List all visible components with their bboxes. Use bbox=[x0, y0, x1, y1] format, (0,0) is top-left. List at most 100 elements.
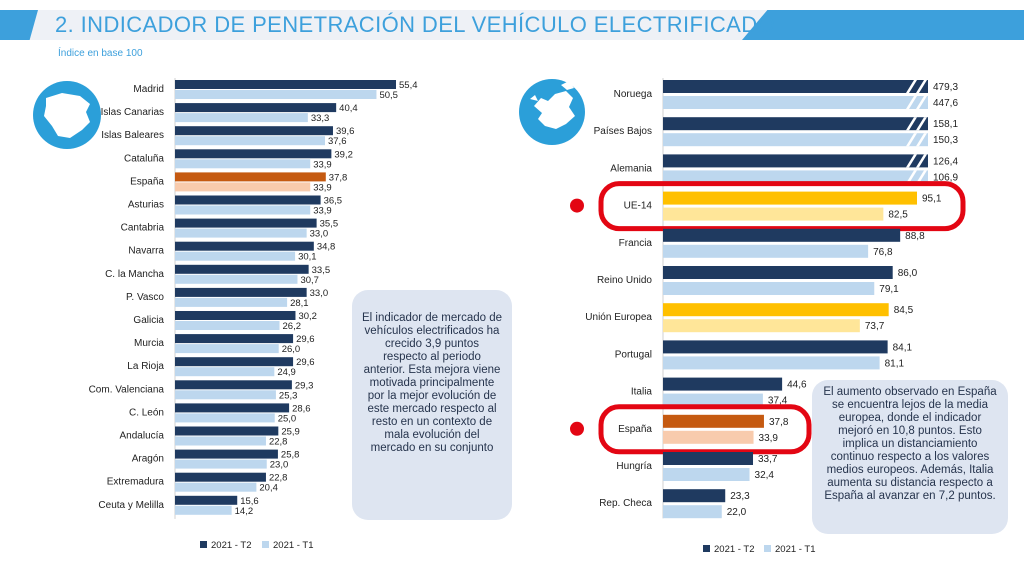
value-label-t2-francia: 88,8 bbox=[905, 231, 925, 242]
value-label-t2-islas-baleares: 39,6 bbox=[336, 126, 355, 137]
bar-t2-c-la-mancha bbox=[175, 264, 309, 274]
category-label-reino-unido: Reino Unido bbox=[597, 275, 652, 286]
value-label-t2-p-vasco: 33,0 bbox=[310, 288, 329, 299]
bar-t2-noruega bbox=[663, 80, 928, 93]
value-label-t1-madrid: 50,5 bbox=[379, 90, 398, 101]
bar-t2-cataluna bbox=[175, 149, 332, 159]
bar-t1-p-vasco bbox=[175, 297, 288, 307]
bar-t2-alemania bbox=[663, 154, 928, 168]
category-label-noruega: Noruega bbox=[614, 89, 653, 100]
bar-t2-cantabria bbox=[175, 218, 317, 228]
category-label-islas-canarias: Islas Canarias bbox=[101, 107, 164, 118]
value-label-t2-murcia: 29,6 bbox=[296, 334, 315, 345]
bar-t2-ue-14 bbox=[663, 191, 917, 205]
bar-t2-espana bbox=[175, 172, 326, 182]
value-label-t2-ue-14: 95,1 bbox=[922, 194, 942, 205]
value-label-t1-hungria: 32,4 bbox=[755, 470, 775, 481]
bar-t1-la-rioja bbox=[175, 367, 275, 377]
value-label-t2-ceuta-y-melilla: 15,6 bbox=[240, 496, 259, 507]
value-label-t2-galicia: 30,2 bbox=[298, 311, 317, 322]
legend-label-t2: 2021 - T2 bbox=[211, 540, 252, 551]
value-label-t1-paises-bajos: 150,3 bbox=[933, 135, 958, 146]
bar-t1-paises-bajos bbox=[663, 133, 928, 147]
value-label-t2-com-valenciana: 29,3 bbox=[295, 380, 314, 391]
bar-t1-galicia bbox=[175, 321, 280, 330]
bar-t2-reino-unido bbox=[663, 266, 893, 279]
category-label-paises-bajos: Países Bajos bbox=[594, 126, 652, 137]
bar-t2-galicia bbox=[175, 311, 296, 320]
bar-t2-extremadura bbox=[175, 472, 266, 482]
bar-t2-asturias bbox=[175, 195, 321, 205]
value-label-t2-espana: 37,8 bbox=[329, 172, 348, 183]
bar-t2-espana bbox=[663, 414, 764, 428]
value-label-t1-cataluna: 33,9 bbox=[313, 159, 332, 170]
bar-t1-francia bbox=[663, 244, 869, 258]
bar-t2-islas-baleares bbox=[175, 126, 333, 136]
bar-t2-paises-bajos bbox=[663, 117, 928, 131]
axis-break-mark-t2-noruega bbox=[906, 80, 927, 93]
value-label-t2-la-rioja: 29,6 bbox=[296, 357, 315, 368]
bar-t1-reino-unido bbox=[663, 282, 875, 295]
bar-t2-francia bbox=[663, 228, 901, 242]
axis-break-mark-t2-paises-bajos bbox=[906, 117, 927, 131]
bar-t2-navarra bbox=[175, 241, 314, 251]
bar-t1-alemania bbox=[663, 170, 928, 184]
value-label-t2-union-europea: 84,5 bbox=[894, 305, 914, 316]
bar-t2-andalucia bbox=[175, 426, 279, 436]
value-label-t2-noruega: 479,3 bbox=[933, 82, 958, 93]
category-label-murcia: Murcia bbox=[134, 338, 164, 349]
value-label-t1-alemania: 106,9 bbox=[933, 172, 958, 183]
bar-t1-com-valenciana bbox=[175, 390, 276, 400]
value-label-t2-paises-bajos: 158,1 bbox=[933, 119, 958, 130]
category-label-aragon: Aragón bbox=[132, 454, 164, 465]
legend-swatch-t2 bbox=[703, 545, 710, 552]
bar-t2-portugal bbox=[663, 340, 888, 354]
highlight-dot-espana bbox=[570, 421, 584, 436]
right-commentary-box: El aumento observado en España se encuen… bbox=[812, 380, 1008, 534]
category-label-alemania: Alemania bbox=[610, 163, 652, 174]
legend-label-t2: 2021 - T2 bbox=[714, 544, 755, 555]
value-label-t1-francia: 76,8 bbox=[873, 247, 893, 258]
bar-t1-asturias bbox=[175, 205, 311, 215]
value-label-t2-madrid: 55,4 bbox=[399, 80, 418, 91]
highlight-outline-espana bbox=[598, 404, 812, 455]
category-label-union-europea: Unión Europea bbox=[585, 312, 652, 323]
value-label-t1-com-valenciana: 25,3 bbox=[279, 390, 298, 401]
european-bar-chart: Noruega 479,3 447,6 Países Bajos 158,1 150,3 A… bbox=[570, 78, 966, 555]
value-label-t2-portugal: 84,1 bbox=[893, 342, 913, 353]
value-label-t1-ceuta-y-melilla: 14,2 bbox=[235, 506, 254, 517]
category-label-la-rioja: La Rioja bbox=[127, 361, 164, 372]
value-label-t1-rep-checa: 22,0 bbox=[727, 507, 747, 518]
value-label-t1-navarra: 30,1 bbox=[298, 252, 317, 263]
category-label-ceuta-y-melilla: Ceuta y Melilla bbox=[98, 500, 164, 511]
left-commentary-box: El indicador de mercado de vehículos ele… bbox=[352, 290, 512, 520]
bar-t1-cantabria bbox=[175, 228, 307, 238]
bar-t1-c-la-mancha bbox=[175, 274, 298, 284]
bar-t2-italia bbox=[663, 377, 783, 391]
category-label-ue-14: UE-14 bbox=[624, 201, 653, 212]
value-label-t1-italia: 37,4 bbox=[768, 396, 788, 407]
value-label-t1-p-vasco: 28,1 bbox=[290, 298, 309, 309]
value-label-t1-extremadura: 20,4 bbox=[259, 483, 278, 494]
bar-t1-murcia bbox=[175, 344, 279, 354]
value-label-t2-cantabria: 35,5 bbox=[320, 219, 339, 230]
value-label-t1-c-leon: 25,0 bbox=[278, 413, 297, 424]
axis-break-mark-t2-alemania bbox=[906, 154, 927, 168]
category-label-c-la-mancha: C. la Mancha bbox=[105, 269, 164, 280]
header-accent-right bbox=[742, 10, 1024, 40]
category-label-italia: Italia bbox=[631, 387, 653, 398]
value-label-t2-hungria: 33,7 bbox=[758, 454, 778, 465]
value-label-t1-asturias: 33,9 bbox=[313, 206, 332, 217]
value-label-t1-islas-canarias: 33,3 bbox=[311, 113, 330, 124]
bar-t2-islas-canarias bbox=[175, 103, 337, 113]
value-label-t2-espana: 37,8 bbox=[769, 417, 789, 428]
bar-t2-ceuta-y-melilla bbox=[175, 495, 238, 505]
value-label-t2-aragon: 25,8 bbox=[281, 450, 300, 461]
value-label-t1-islas-baleares: 37,6 bbox=[328, 136, 347, 147]
category-label-c-leon: C. León bbox=[129, 407, 164, 418]
value-label-t2-andalucia: 25,9 bbox=[281, 427, 300, 438]
category-label-portugal: Portugal bbox=[615, 349, 652, 360]
bar-t1-espana bbox=[663, 430, 754, 444]
bar-t2-union-europea bbox=[663, 303, 889, 317]
bar-t2-com-valenciana bbox=[175, 380, 292, 390]
